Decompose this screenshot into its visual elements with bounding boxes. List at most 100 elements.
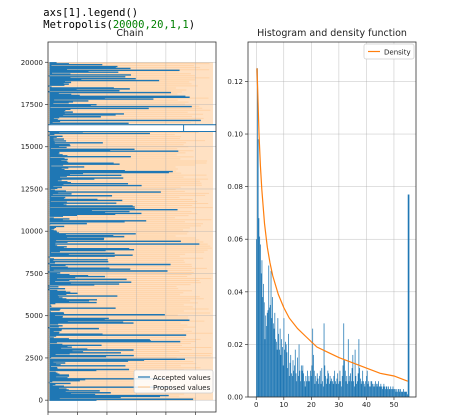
hist-bar [350, 373, 351, 397]
hist-bar [347, 383, 348, 397]
hist-bar [341, 386, 342, 397]
figure: Chain 0 10 20 30 40 50 0 2500 5000 7500 10000 1250… [21, 28, 417, 415]
chain-y-tick-label: 10000 [21, 228, 43, 236]
density-legend-label: Density [384, 49, 411, 57]
hist-bar [403, 391, 405, 397]
hist-bar [269, 304, 271, 397]
chain-y-tick-label: 17500 [21, 101, 43, 109]
hist-bar [360, 383, 362, 397]
hist-bar [361, 381, 363, 397]
hist-bar [363, 383, 365, 397]
chain-y-tick-label: 0 [39, 397, 43, 405]
hist-bar [388, 386, 389, 397]
hist-bar [310, 370, 311, 397]
hist-bar [292, 360, 294, 397]
hist-bar [290, 354, 292, 397]
hist-bar [314, 383, 316, 397]
hist-panel: Histogram and density function 0 10 20 30 40… [227, 28, 417, 409]
hist-grid [248, 42, 416, 398]
hist-bar [259, 236, 261, 397]
hist-bar [359, 368, 361, 397]
hist-bar [295, 373, 297, 397]
hist-bar [283, 318, 285, 397]
hist-bar [279, 328, 281, 397]
hist-bar [364, 386, 366, 397]
hist-bar [338, 383, 339, 397]
hist-bar [406, 391, 407, 397]
hist-bar [282, 347, 283, 397]
hist-bar [380, 383, 382, 397]
hist-bar [366, 370, 368, 397]
hist-bar [398, 389, 400, 397]
hist-bar [280, 354, 282, 397]
hist-bar [312, 328, 314, 397]
hist-bar [330, 381, 332, 397]
hist-bar [394, 389, 396, 397]
hist-bar [320, 383, 322, 397]
hist-bar [307, 370, 308, 397]
hist-bar [282, 365, 284, 397]
hist-bar [335, 381, 336, 397]
hist-bar [369, 386, 371, 397]
hist-bar [337, 373, 339, 397]
hist-bar [391, 389, 393, 397]
hist-bar [339, 370, 341, 397]
hist-bar [379, 386, 381, 397]
hist-bar [353, 386, 355, 397]
hist-bar [394, 389, 395, 397]
code-function: Metropolis( [43, 19, 113, 31]
proposed-legend-label: Proposed values [153, 384, 211, 392]
code-close-paren: ) [188, 19, 196, 31]
hist-bar [319, 375, 320, 397]
hist-bar [315, 375, 317, 397]
hist-bar [388, 389, 390, 397]
hist-bar [297, 357, 298, 397]
hist-bar [284, 349, 286, 397]
hist-bar [374, 386, 376, 397]
hist-bar [382, 386, 384, 397]
hist-bar [270, 270, 272, 397]
hist-plot-area [248, 42, 416, 397]
hist-bars [256, 68, 410, 397]
hist-x-tick-label: 30 [334, 401, 343, 409]
hist-bar [332, 381, 333, 397]
hist-bar [372, 386, 374, 397]
hist-bar [285, 341, 286, 397]
hist-bar [389, 389, 391, 397]
hist-bar [367, 383, 369, 397]
hist-bar [307, 381, 309, 397]
hist-y-tick-label: 0.04 [227, 288, 243, 296]
hist-bar [397, 391, 398, 397]
hist-bar [353, 381, 354, 397]
hist-bar [299, 370, 301, 397]
hist-bar [375, 381, 376, 397]
hist-bar [331, 378, 332, 397]
hist-bar [325, 383, 327, 397]
hist-bar [271, 318, 273, 397]
hist-bar [303, 381, 305, 397]
density-curve [256, 68, 408, 382]
hist-bar [381, 389, 383, 397]
hist-bar [358, 339, 360, 397]
chain-y-tick-label: 20000 [21, 59, 43, 67]
hist-bar [274, 312, 276, 397]
hist-bar [321, 368, 323, 397]
chain-legend: Accepted values Proposed values [133, 369, 214, 394]
hist-bar [319, 370, 321, 397]
hist-bar [400, 389, 401, 397]
hist-bar [405, 391, 407, 397]
hist-bar [306, 381, 308, 397]
hist-bar [400, 391, 402, 397]
hist-bar [341, 375, 343, 397]
hist-bar [387, 389, 389, 397]
hist-bar [322, 381, 323, 397]
hist-bar [352, 354, 354, 397]
hist-bar [351, 368, 353, 397]
hist-bar [385, 386, 387, 397]
hist-bar [403, 389, 404, 397]
hist-bar [265, 315, 267, 397]
chain-y-tick-label: 7500 [25, 270, 43, 278]
hist-y-tick-label: 0.06 [227, 236, 243, 244]
hist-bar [343, 323, 345, 397]
chain-frame [47, 41, 217, 413]
